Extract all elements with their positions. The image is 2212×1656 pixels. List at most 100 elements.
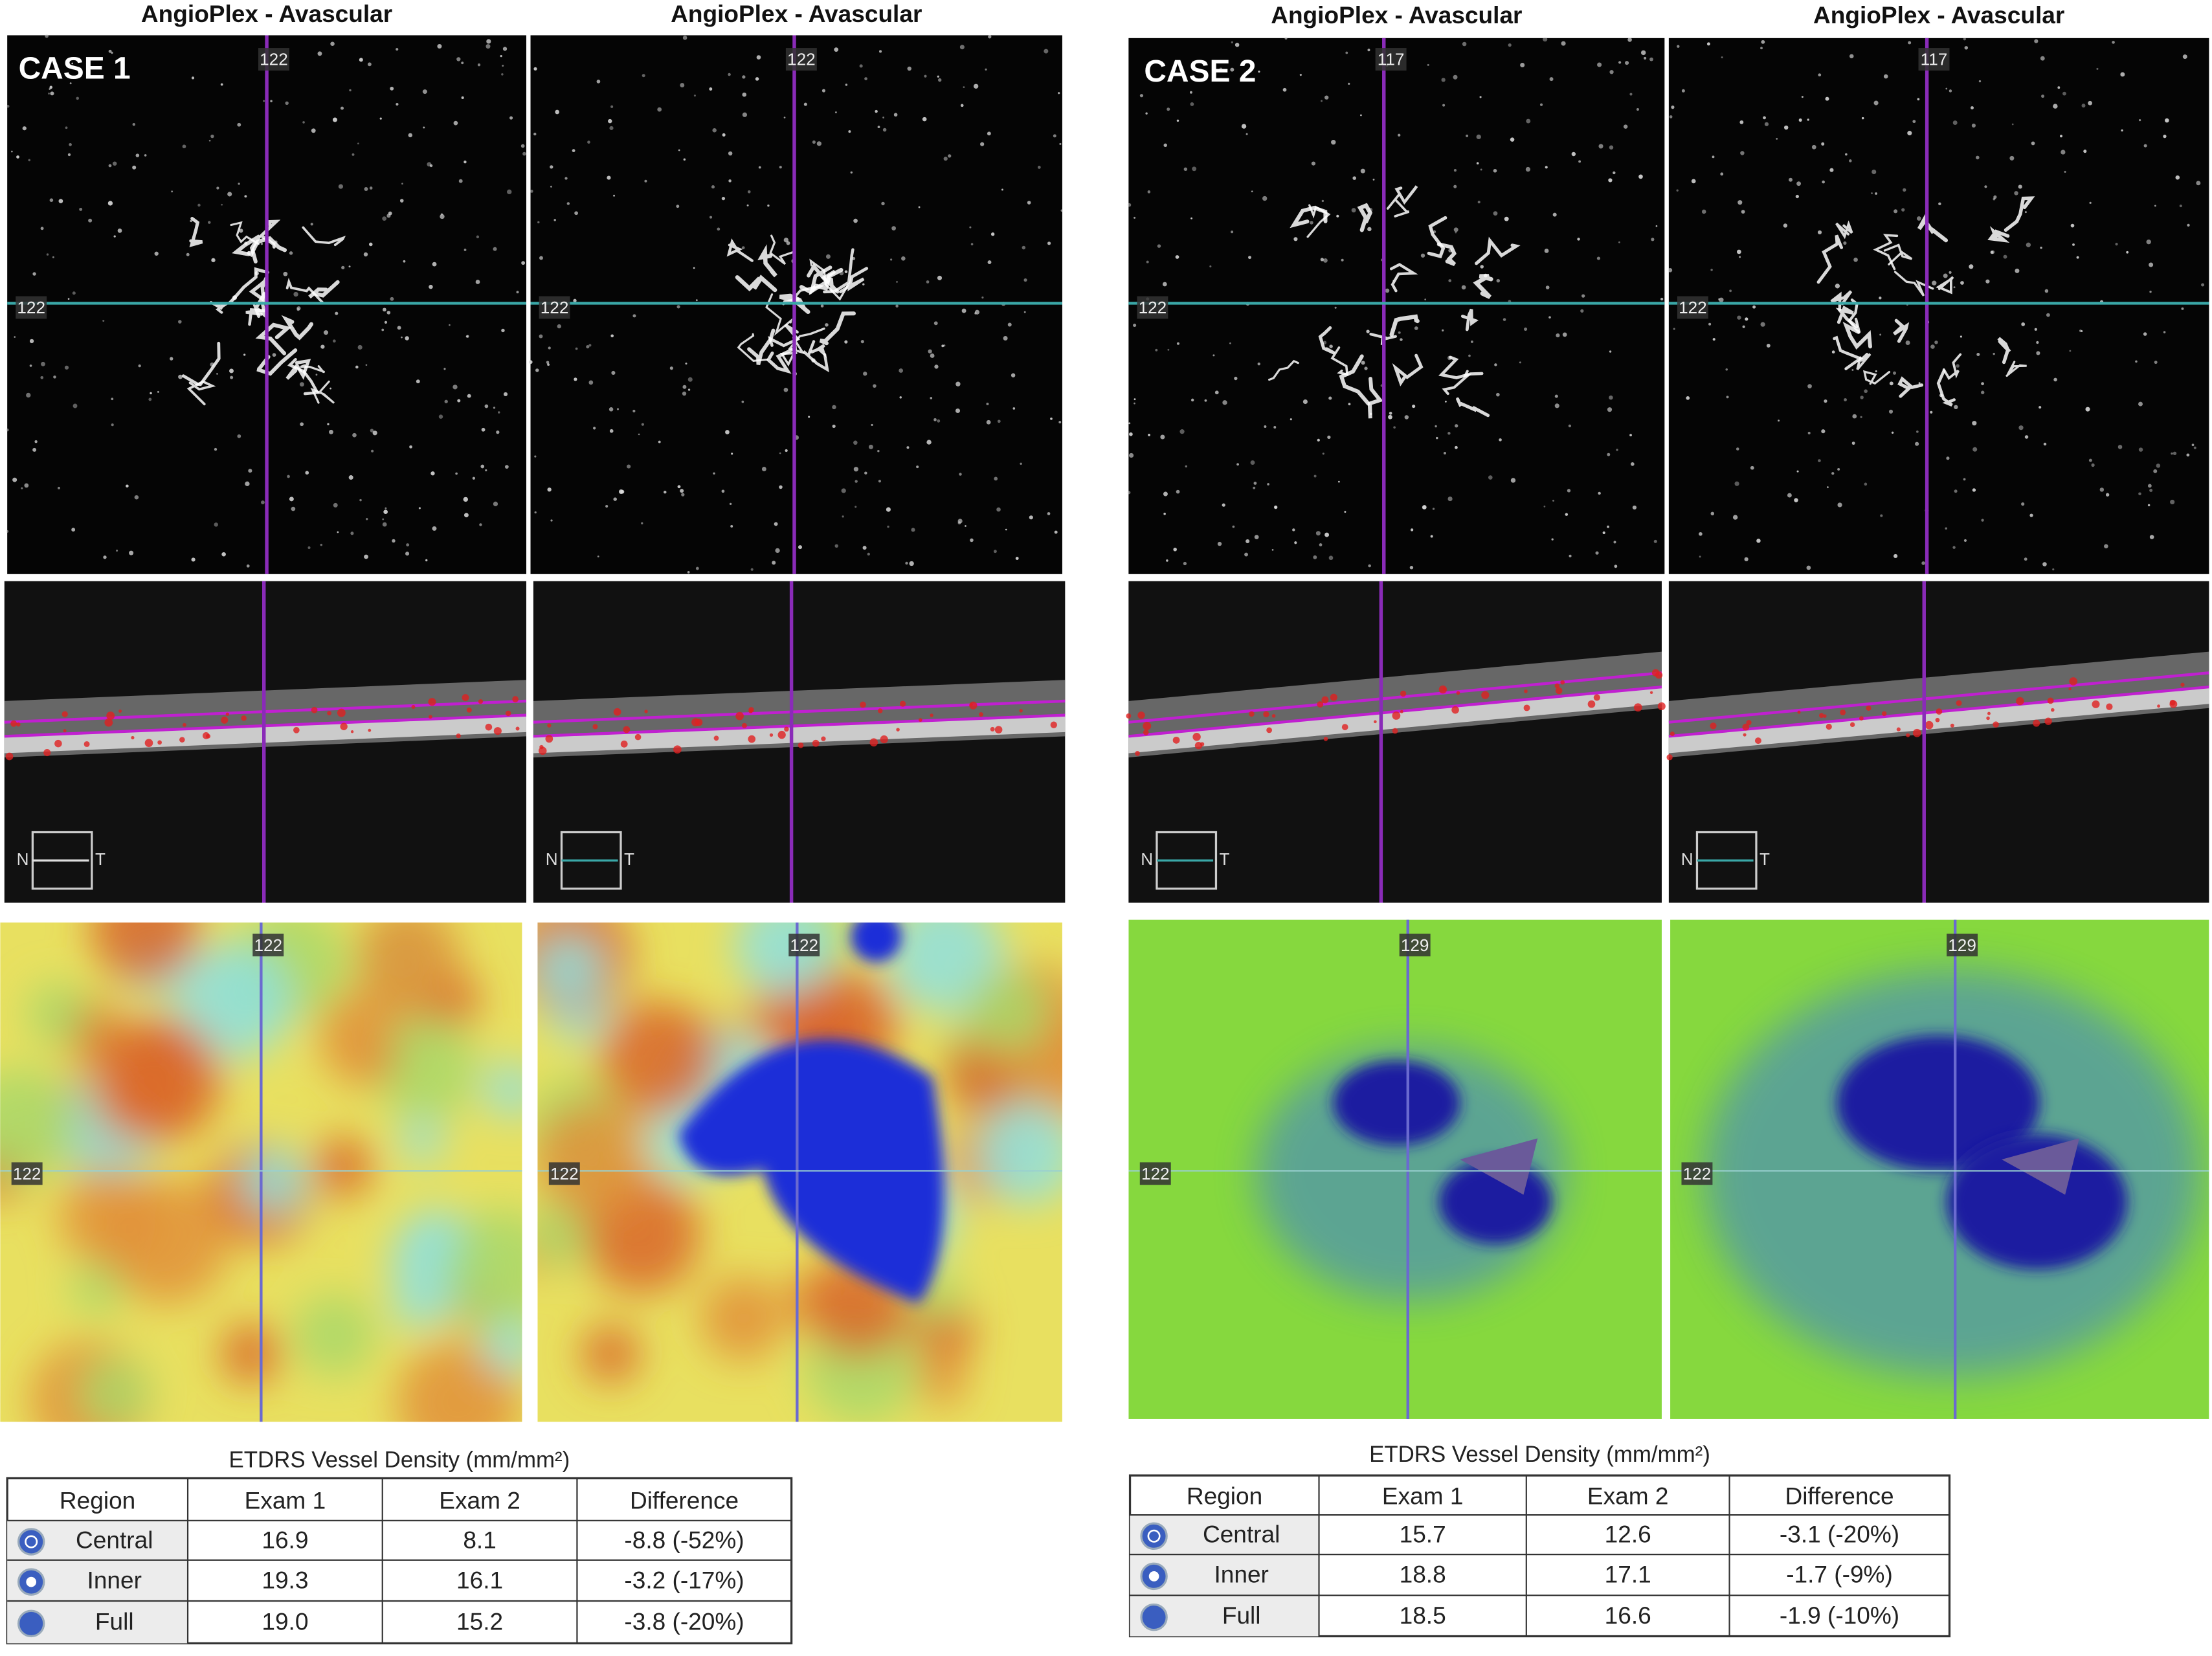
speckle — [1864, 389, 1868, 394]
speckle — [916, 465, 919, 469]
speckle — [237, 122, 241, 127]
rpe-band — [533, 715, 1066, 754]
speckle — [2143, 332, 2147, 336]
speckle — [1993, 197, 1996, 201]
speckle — [981, 297, 984, 299]
speckle — [1744, 557, 1748, 561]
flow-dot — [1400, 690, 1407, 697]
speckle — [208, 139, 211, 142]
speckle — [1050, 417, 1053, 420]
speckle — [401, 183, 403, 185]
region-icon-center — [1148, 1571, 1159, 1582]
speckle — [2115, 243, 2118, 246]
speckle — [803, 102, 807, 106]
crosshair-tag — [1375, 48, 1407, 71]
speckle — [1721, 56, 1723, 59]
speckle — [365, 518, 368, 520]
flow-dot — [1456, 691, 1460, 695]
speckle — [418, 507, 421, 509]
speckle — [862, 283, 865, 285]
speckle — [933, 321, 938, 326]
speckle — [959, 45, 965, 50]
speckle — [1060, 209, 1063, 212]
speckle — [1825, 96, 1829, 101]
speckle — [315, 374, 318, 376]
speckle — [484, 404, 489, 408]
speckle — [1234, 43, 1240, 47]
speckle — [1894, 209, 1898, 214]
speckle — [2091, 463, 2095, 467]
flow-dot — [735, 711, 744, 721]
speckle — [1167, 348, 1170, 351]
speckle — [2165, 118, 2169, 123]
speckle — [855, 480, 858, 483]
speckle — [392, 539, 396, 543]
speckle — [1824, 399, 1827, 403]
speckle — [605, 504, 609, 508]
speckle — [1681, 89, 1685, 93]
speckle — [388, 211, 392, 216]
speckle — [1447, 432, 1451, 435]
speckle — [310, 223, 313, 226]
flow-dot — [104, 718, 113, 727]
speckle — [1476, 134, 1481, 140]
vessel — [1835, 220, 1853, 240]
speckle — [2040, 246, 2042, 249]
speckle — [1321, 100, 1323, 102]
flow-dot — [1192, 733, 1201, 741]
speckle — [555, 109, 560, 115]
speckle — [29, 364, 32, 367]
speckle — [32, 447, 37, 452]
speckle — [107, 201, 113, 206]
speckle — [1219, 67, 1223, 71]
speckle — [1837, 502, 1842, 508]
speckle — [881, 201, 885, 206]
speckle — [1725, 368, 1728, 371]
speckle — [1003, 336, 1008, 341]
vessel — [300, 364, 325, 374]
speckle — [1831, 350, 1835, 354]
flow-dot — [896, 728, 900, 732]
vessel — [1883, 243, 1913, 265]
vessel — [1936, 369, 1956, 407]
speckle — [1701, 209, 1706, 214]
flow-dot — [930, 713, 933, 717]
speckle — [1127, 491, 1131, 495]
speckle — [108, 164, 112, 168]
speckle — [2061, 150, 2066, 155]
speckle — [1444, 400, 1447, 403]
speckle — [103, 555, 107, 559]
map-blob — [400, 1119, 444, 1163]
low-density — [851, 922, 902, 962]
speckle — [1372, 179, 1375, 181]
speckle — [1246, 133, 1248, 135]
speckle — [443, 368, 446, 370]
speckle — [438, 414, 443, 419]
speckle — [1776, 137, 1778, 140]
speckle — [2018, 185, 2022, 189]
speckle — [1638, 174, 1643, 179]
speckle — [2153, 469, 2158, 473]
speckle — [1267, 483, 1269, 486]
speckle — [1519, 361, 1521, 364]
table-cell: 16.6 — [1605, 1602, 1651, 1629]
speckle — [399, 199, 404, 203]
speckle — [2036, 341, 2039, 344]
speckle — [1871, 169, 1877, 175]
flow-dot — [1135, 751, 1140, 756]
speckle — [955, 381, 961, 386]
flow-dot — [54, 739, 62, 748]
flow-dot — [1956, 700, 1962, 706]
speckle — [1801, 96, 1804, 98]
speckle — [2104, 544, 2108, 549]
speckle — [6, 104, 10, 108]
speckle — [311, 128, 316, 133]
speckle — [548, 346, 551, 350]
flow-dot — [485, 723, 493, 731]
table-cell: -1.7 (-9%) — [1786, 1561, 1893, 1588]
crosshair-tag — [1399, 934, 1431, 957]
vessel — [1427, 216, 1447, 258]
speckle — [1551, 538, 1554, 541]
speckle — [747, 190, 751, 194]
